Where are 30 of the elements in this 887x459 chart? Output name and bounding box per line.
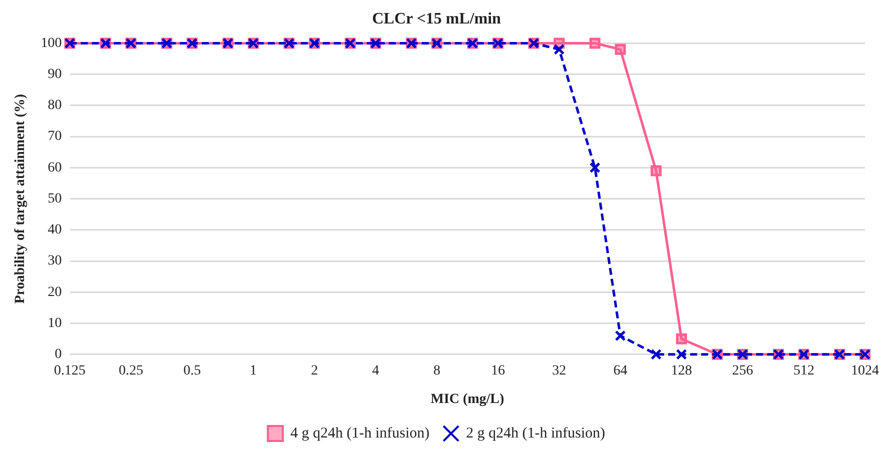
chart-title: CLCr <15 mL/min — [372, 10, 502, 28]
legend-label: 4 g q24h (1-h infusion) — [290, 425, 430, 442]
x-tick-label: 256 — [732, 363, 754, 378]
x-tick-label: 128 — [670, 363, 692, 378]
y-axis-title: Proability of target attainment (%) — [13, 94, 28, 304]
x-axis-title: MIC (mg/L) — [430, 392, 504, 408]
y-tick-label: 90 — [48, 66, 62, 82]
legend-label: 2 g q24h (1-h infusion) — [466, 425, 606, 442]
x-tick-label: 1 — [250, 363, 257, 378]
x-tick-label: 16 — [490, 363, 505, 378]
y-tick-label: 20 — [48, 284, 62, 300]
x-tick-label: 8 — [433, 363, 440, 378]
y-tick-label: 0 — [54, 347, 62, 362]
x-tick-label: 0.125 — [54, 363, 86, 378]
y-tick-label: 80 — [48, 98, 62, 114]
x-tick-label: 4 — [372, 363, 380, 378]
y-tick-label: 30 — [48, 254, 62, 269]
y-tick-label: 50 — [48, 191, 62, 206]
x-tick-label: 0.25 — [118, 363, 144, 378]
y-tick-label: 40 — [48, 222, 62, 238]
x-tick-label: 0.5 — [183, 363, 201, 378]
y-tick-label: 100 — [40, 36, 62, 51]
y-tick-label: 70 — [48, 129, 62, 144]
y-tick-label: 60 — [48, 160, 62, 176]
x-tick-label: 32 — [552, 363, 566, 378]
x-tick-label: 1024 — [851, 363, 879, 378]
x-tick-label: 512 — [793, 363, 814, 378]
x-tick-label: 2 — [310, 363, 318, 378]
y-tick-label: 10 — [48, 316, 62, 331]
x-tick-label: 64 — [613, 363, 628, 378]
